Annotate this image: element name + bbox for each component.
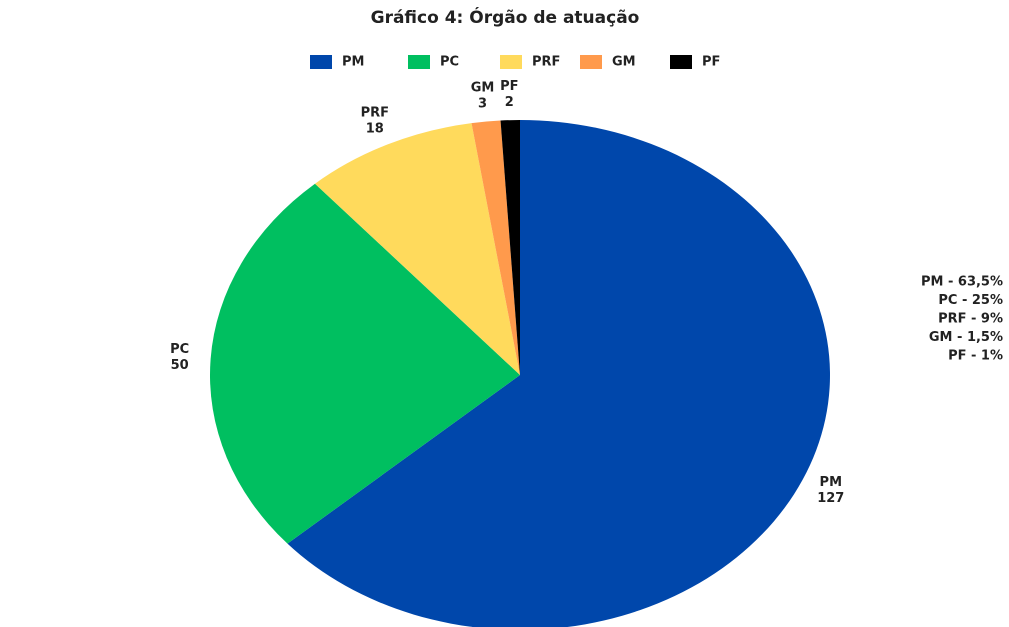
annotation: PC - 25% [938, 293, 1003, 308]
legend-label: GM [612, 55, 636, 70]
legend-swatch [310, 55, 332, 69]
pie-slice [500, 120, 520, 375]
legend-swatch [500, 55, 522, 69]
slice-category-label: GM [471, 81, 495, 96]
pie-slice [314, 123, 520, 376]
legend-swatch [408, 55, 430, 69]
pie-slice [287, 120, 830, 627]
slice-category-label: PC [170, 342, 189, 357]
slice-category-label: PF [500, 79, 518, 94]
slice-category-label: PRF [361, 106, 389, 121]
slice-value-label: 2 [505, 95, 514, 110]
slice-value-label: 3 [478, 97, 487, 112]
legend-label: PF [702, 55, 720, 70]
slice-value-label: 127 [817, 491, 844, 506]
pie-slice [209, 183, 520, 544]
annotation: PM - 63,5% [921, 275, 1003, 290]
annotation: GM - 1,5% [929, 330, 1003, 345]
chart-title: Gráfico 4: Órgão de atuação [371, 6, 640, 28]
pie-slice [471, 120, 520, 376]
legend-swatch [580, 55, 602, 69]
annotation: PF - 1% [948, 349, 1003, 364]
legend-swatch [670, 55, 692, 69]
slice-value-label: 18 [366, 122, 384, 137]
slice-category-label: PM [820, 475, 842, 490]
slice-value-label: 50 [171, 358, 189, 373]
legend-label: PM [342, 55, 364, 70]
annotation: PRF - 9% [938, 312, 1003, 327]
legend-label: PRF [532, 55, 560, 70]
legend-label: PC [440, 55, 459, 70]
